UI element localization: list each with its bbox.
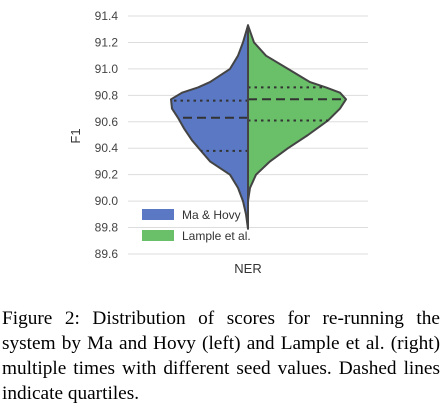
y-tick-label: 91.4	[95, 9, 119, 23]
y-tick-label: 89.8	[95, 221, 119, 235]
y-tick-label: 89.6	[95, 247, 119, 261]
y-tick-labels: 91.4 91.2 91.0 90.8 90.6 90.4 90.2 90.0 89.8 89.6	[95, 9, 119, 261]
y-tick-label: 90.6	[95, 115, 119, 129]
violin-lample	[247, 24, 347, 203]
y-tick-label: 90.8	[95, 88, 119, 102]
y-tick-label: 90.2	[95, 168, 119, 182]
legend-label-ma-hovy: Ma & Hovy	[182, 208, 241, 222]
y-tick-label: 90.0	[95, 194, 119, 208]
legend-label-lample: Lample et al.	[182, 229, 251, 243]
violin-chart: 91.4 91.2 91.0 90.8 90.6 90.4 90.2 90.0 89.8 89.6…	[68, 9, 368, 276]
violins	[170, 24, 347, 230]
x-category-label: NER	[234, 261, 261, 276]
legend-swatch-ma-hovy	[142, 209, 174, 220]
violin-ma-hovy	[170, 24, 249, 230]
y-axis-label: F1	[68, 128, 83, 143]
legend-swatch-lample	[142, 230, 174, 241]
figure-caption: Figure 2: Distribution of scores for re-…	[2, 308, 440, 404]
y-tick-label: 90.4	[95, 141, 119, 155]
y-tick-label: 91.2	[95, 35, 119, 49]
legend: Ma & Hovy Lample et al.	[142, 208, 251, 243]
y-tick-label: 91.0	[95, 62, 119, 76]
